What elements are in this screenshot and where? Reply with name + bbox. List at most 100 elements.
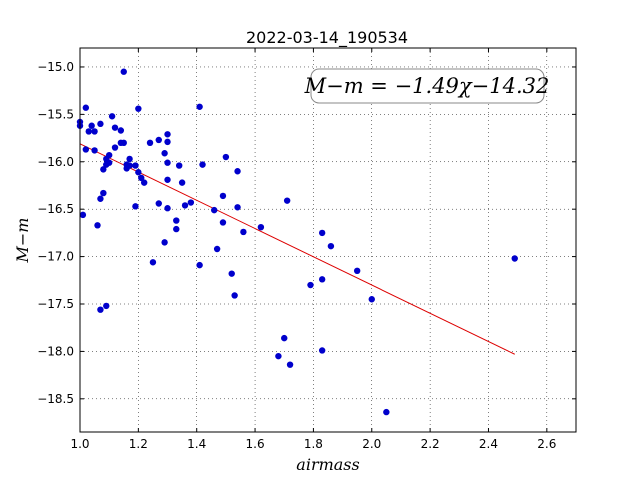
chart-title: 2022-03-14_190534	[246, 28, 408, 48]
data-point	[91, 128, 98, 135]
data-point	[100, 166, 107, 173]
data-point	[149, 259, 157, 266]
data-point	[94, 222, 101, 229]
y-tick-label: −17.0	[37, 250, 74, 264]
data-point	[353, 267, 361, 275]
data-point	[173, 225, 180, 233]
fit-line	[79, 143, 515, 355]
grid	[80, 48, 576, 432]
data-point	[91, 147, 98, 154]
data-point	[178, 179, 186, 186]
data-point	[97, 120, 104, 128]
x-tick-label: 1.8	[304, 437, 323, 451]
plot-area	[80, 48, 576, 432]
data-point	[138, 174, 145, 182]
data-point	[187, 199, 195, 206]
data-point	[181, 202, 189, 209]
x-tick-label: 2.4	[479, 437, 498, 451]
data-point	[281, 334, 288, 342]
data-point	[135, 169, 142, 176]
y-tick-label: −18.0	[37, 344, 74, 358]
data-point	[105, 151, 113, 159]
data-point	[318, 347, 326, 354]
y-tick-label: −16.0	[37, 155, 74, 169]
data-point	[164, 131, 171, 138]
data-point	[161, 150, 168, 157]
y-tick-label: −15.0	[37, 60, 74, 74]
data-point	[164, 176, 171, 183]
x-tick-label: 2.6	[537, 437, 556, 451]
data-point	[222, 153, 230, 161]
annotation-text: M−m = −1.49χ−14.32	[304, 74, 550, 98]
data-point	[135, 105, 142, 112]
data-point	[307, 281, 314, 289]
plot-frame	[79, 47, 577, 433]
data-point	[126, 155, 133, 163]
x-tick-label: 2.2	[421, 437, 440, 451]
data-point	[108, 113, 116, 120]
data-point	[234, 204, 241, 211]
data-point	[79, 211, 87, 219]
data-point	[132, 203, 139, 210]
data-point	[120, 139, 127, 147]
data-point	[219, 192, 227, 200]
data-point	[100, 189, 107, 197]
x-axis-label: airmass	[296, 455, 359, 474]
data-point	[117, 127, 125, 134]
data-point	[240, 228, 247, 236]
data-point	[88, 122, 95, 129]
x-tick-label: 1.2	[129, 437, 148, 451]
data-point	[103, 302, 110, 310]
data-point	[173, 217, 180, 224]
data-point	[176, 162, 183, 169]
data-point	[140, 179, 148, 186]
x-tick-label: 1.4	[187, 437, 206, 451]
data-point	[219, 219, 227, 226]
data-point	[164, 159, 171, 166]
data-point	[105, 159, 113, 166]
data-point	[126, 162, 133, 169]
x-tick-label: 1.0	[70, 437, 89, 451]
y-tick-label: −18.5	[37, 392, 74, 406]
data-point	[234, 168, 241, 175]
data-point	[257, 224, 265, 231]
data-point	[132, 162, 139, 169]
data-point	[383, 408, 390, 416]
data-point	[368, 296, 375, 303]
y-tick-label: −16.5	[37, 202, 74, 216]
y-axis-label: M−m	[13, 218, 32, 264]
annotation-box: M−m = −1.49χ−14.32	[304, 68, 550, 104]
data-point	[155, 136, 162, 144]
data-point	[82, 146, 90, 153]
data-point	[213, 245, 221, 253]
data-point	[211, 206, 218, 214]
data-point	[164, 138, 171, 146]
data-point	[164, 205, 171, 212]
data-point	[97, 306, 104, 313]
data-point	[231, 292, 238, 299]
data-point	[199, 161, 206, 168]
data-point	[196, 261, 203, 269]
data-point	[85, 128, 92, 135]
data-point	[155, 200, 162, 207]
ticks: 1.0 1.2 1.4 1.6 1.8 2.0 2.2 2.4 2.6 −15.0 −15.5 −16…	[37, 48, 576, 451]
data-point	[283, 197, 291, 204]
data-point	[111, 144, 119, 151]
data-point	[146, 139, 154, 147]
data-point	[82, 104, 90, 111]
data-point	[318, 276, 326, 283]
data-point	[318, 229, 326, 237]
data-point	[286, 361, 294, 368]
x-tick-label: 1.6	[246, 437, 265, 451]
data-point	[228, 270, 235, 277]
fit-layer	[79, 143, 515, 355]
data-point	[275, 352, 282, 360]
data-point	[196, 103, 203, 110]
y-tick-label: −17.5	[37, 297, 74, 311]
y-tick-label: −15.5	[37, 107, 74, 121]
data-point	[161, 239, 168, 246]
data-point	[511, 255, 518, 262]
data-point	[111, 124, 119, 131]
x-tick-label: 2.0	[362, 437, 381, 451]
